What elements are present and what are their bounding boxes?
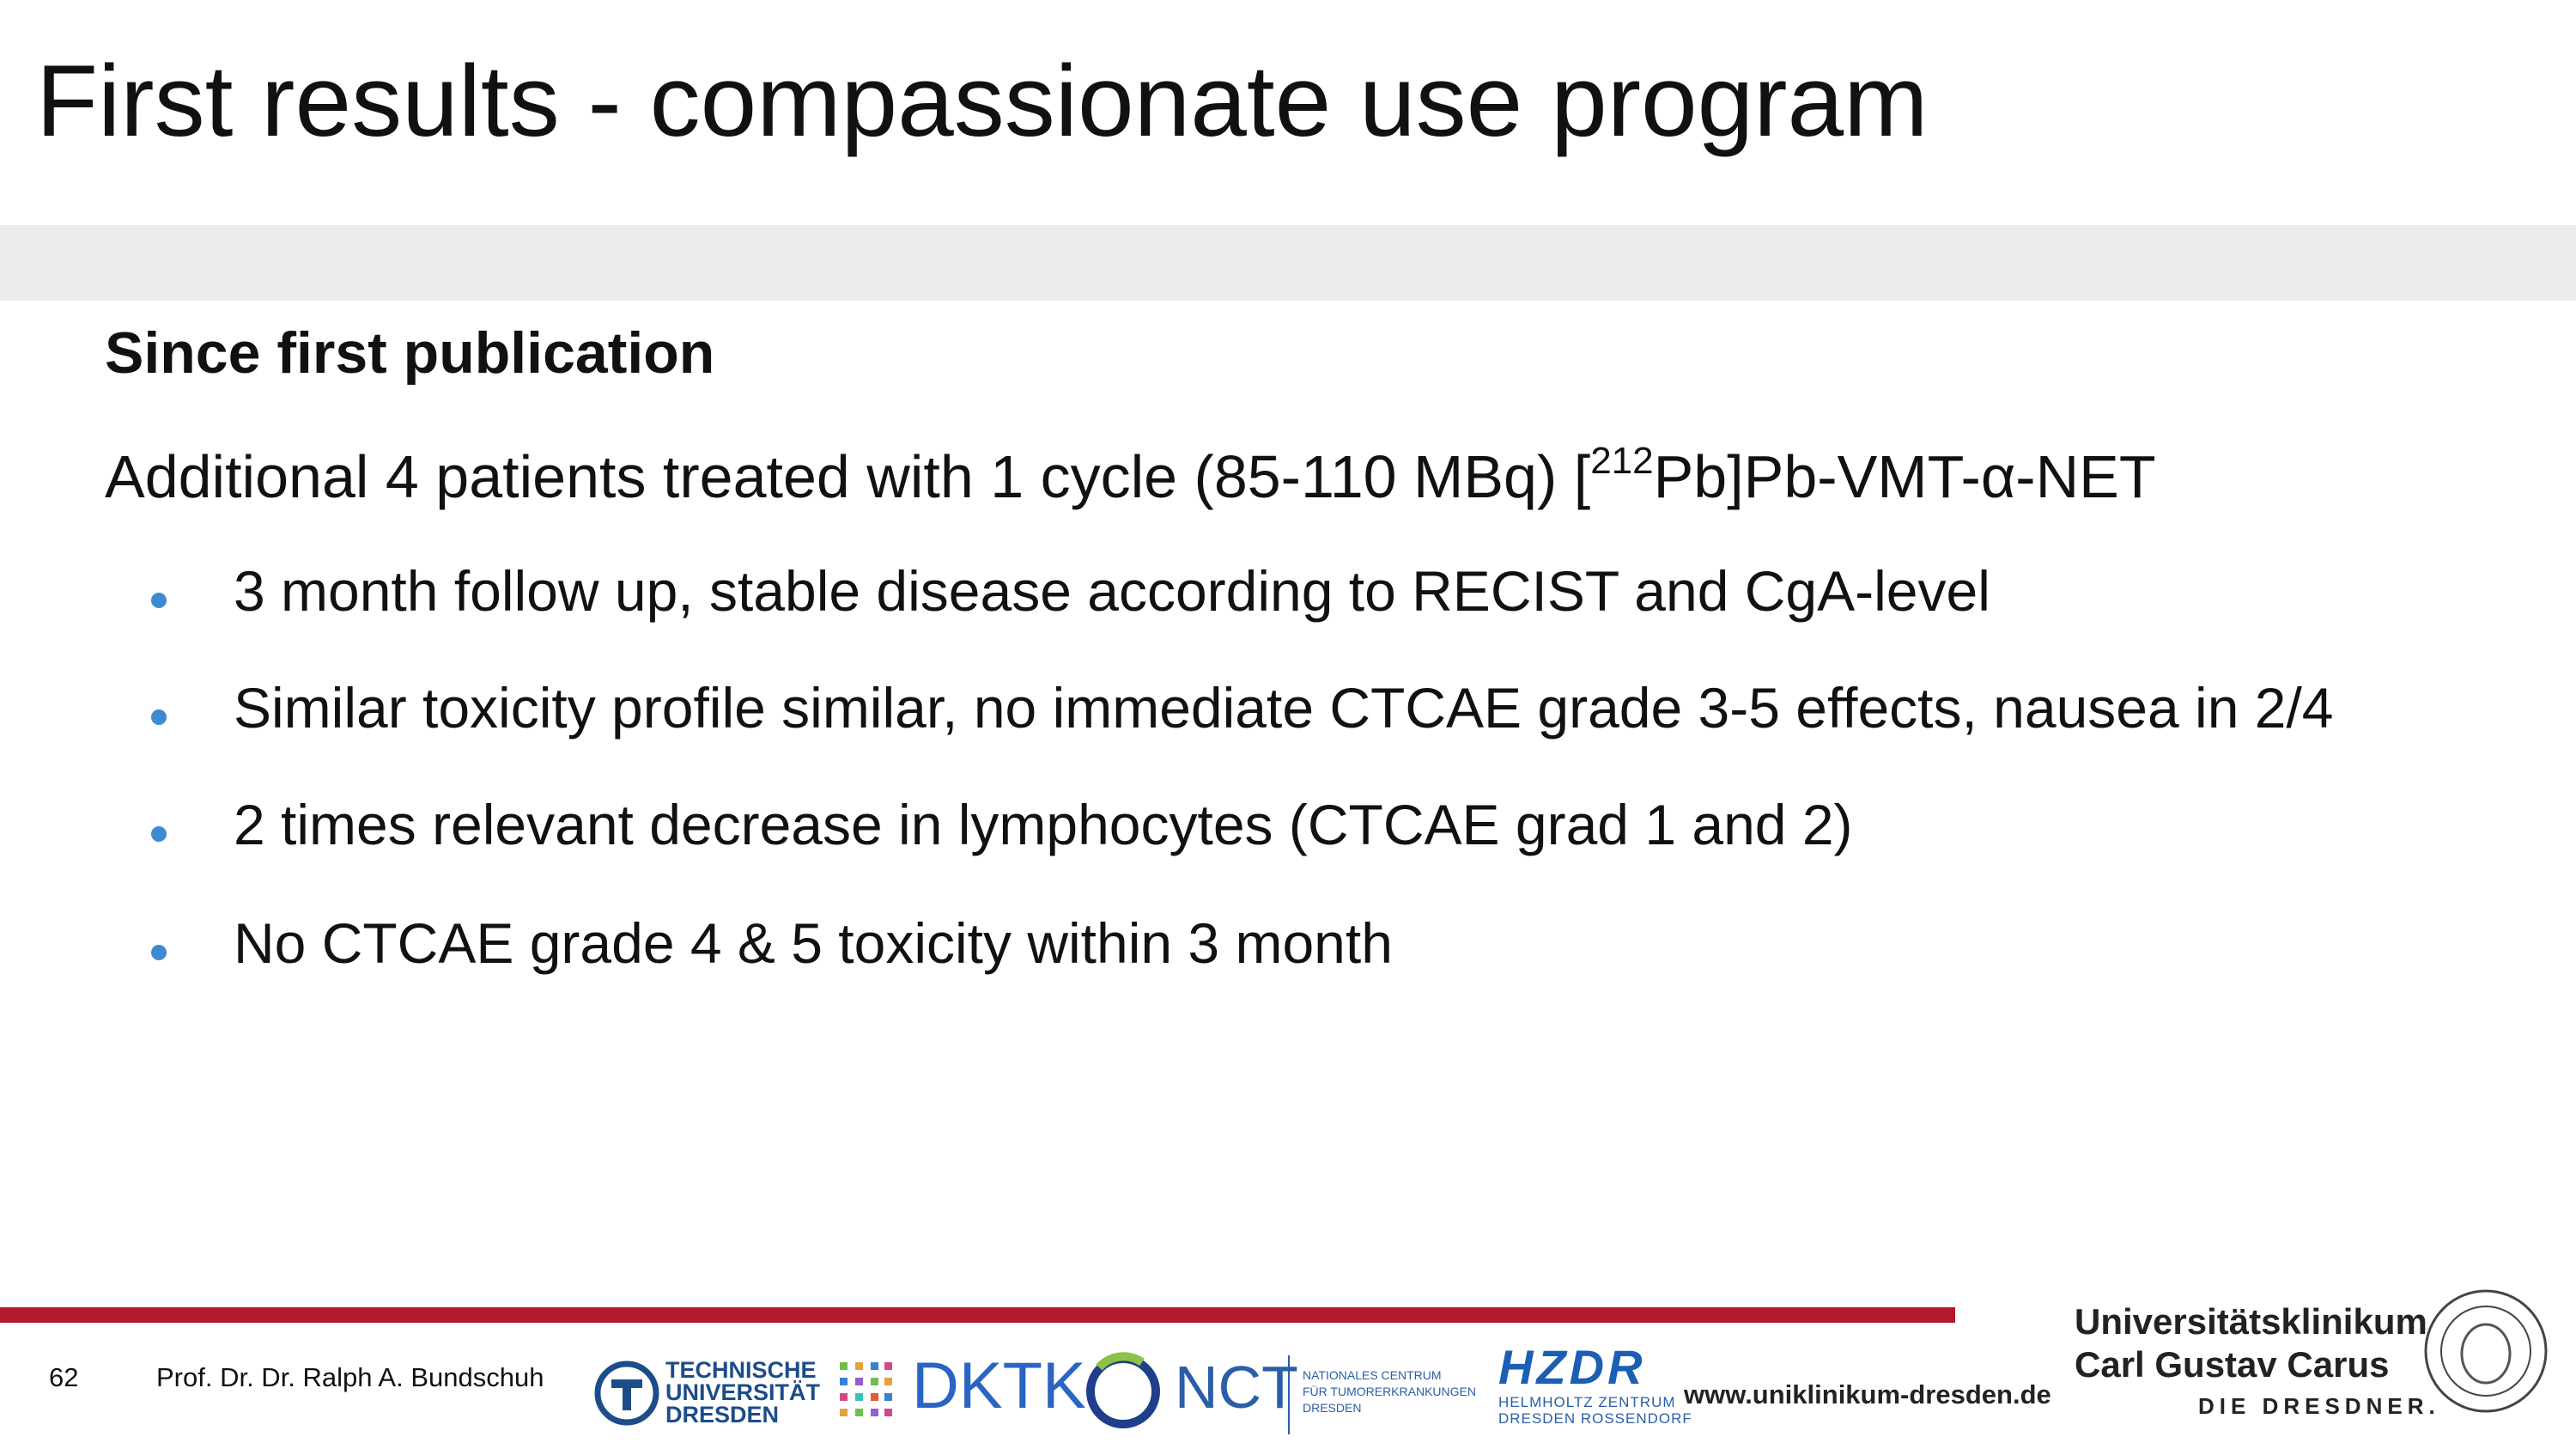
logo-text: DRESDEN [665,1402,780,1428]
logo-text: TECHNISCHE [665,1357,817,1383]
logo-text: NCT [1175,1354,1298,1421]
author: Prof. Dr. Dr. Ralph A. Bundschuh [156,1362,544,1392]
bullet-marker [151,826,167,842]
seal [2424,1289,2548,1413]
logo-text: FÜR TUMORERKRANKUNGEN [1303,1385,1476,1398]
url: www.uniklinikum-dresden.de [1684,1379,2051,1409]
tu-logo-icon [594,1361,659,1426]
divider [1288,1355,1290,1434]
logo-text: NATIONALES CENTRUM [1303,1368,1442,1382]
slide-title: First results - compassionate use progra… [36,45,1929,158]
logo-text: DRESDEN ROSSENDORF [1498,1410,1692,1427]
logo-text: DKTK [912,1349,1086,1422]
bullet-text: No CTCAE grade 4 & 5 toxicity within 3 m… [234,911,1393,975]
page-number: 62 [49,1362,79,1392]
logo-text: UNIVERSITÄT [665,1379,821,1405]
superscript: 212 [1590,440,1654,482]
institution: Universitätsklinikum [2075,1301,2427,1342]
nct-ring [1086,1352,1160,1428]
intro-part: Additional 4 patients treated with 1 cyc… [105,443,1591,510]
bullet-text: Similar toxicity profile similar, no imm… [234,676,2334,740]
bullet-text: 2 times relevant decrease in lymphocytes… [234,793,1853,856]
bullet-text: 3 month follow up, stable disease accord… [234,559,1990,623]
bullet-marker [151,945,167,960]
section-heading: Since first publication [105,320,715,386]
dktk-dots [840,1362,892,1416]
logo-text: HELMHOLTZ ZENTRUM [1498,1394,1676,1410]
footer-rule [0,1307,1955,1323]
institution-tagline: DIE DRESDNER. [2198,1393,2440,1419]
intro-part: Pb]Pb-VMT-α-NET [1653,443,2156,510]
logo-text: HZDR [1498,1340,1646,1394]
intro-text: Additional 4 patients treated with 1 cyc… [105,442,2156,511]
bullet-marker [151,593,167,608]
bullet-marker [151,709,167,725]
institution: Carl Gustav Carus [2075,1344,2390,1385]
header-band [0,225,2576,301]
logo-text: DRESDEN [1303,1401,1362,1415]
